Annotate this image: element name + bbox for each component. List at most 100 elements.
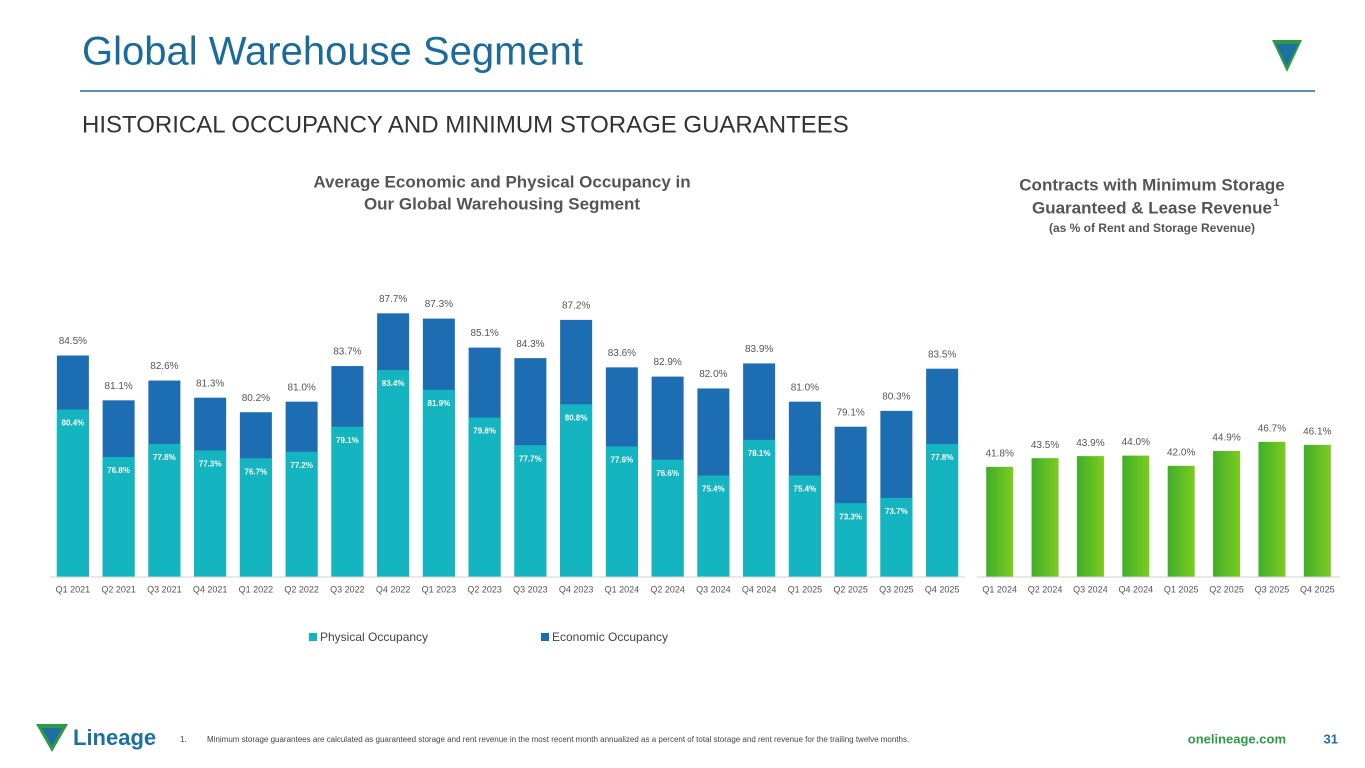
bar [788, 475, 821, 577]
bar [422, 389, 455, 577]
data-label: 83.4% [382, 379, 405, 388]
chart-subtitle: (as % of Rent and Storage Revenue) [1049, 221, 1255, 235]
footer-logo-text: Lineage [73, 725, 156, 750]
data-label: 83.5% [928, 349, 956, 360]
data-label: 79.1% [836, 407, 864, 418]
x-tick-label: Q2 2021 [101, 584, 136, 594]
data-label: 76.7% [245, 467, 268, 476]
bar [331, 426, 364, 577]
data-label: 76.6% [656, 469, 679, 478]
data-label: 82.6% [150, 361, 178, 372]
slide-title: Global Warehouse Segment [82, 30, 583, 74]
data-label: 77.8% [153, 453, 176, 462]
data-label: 81.1% [104, 381, 132, 392]
data-label: 77.7% [519, 454, 542, 463]
data-label: 76.8% [107, 466, 130, 475]
x-tick-label: Q1 2025 [1164, 584, 1199, 594]
data-label: 75.4% [702, 485, 725, 494]
data-label: 82.9% [653, 357, 681, 368]
data-label: 80.2% [242, 393, 270, 404]
x-tick-label: Q3 2024 [696, 584, 731, 594]
data-label: 46.7% [1258, 423, 1286, 434]
bar [880, 497, 913, 577]
footer-url: onelineage.com [1188, 731, 1286, 746]
chart-title: Contracts with Minimum Storage [1019, 175, 1284, 194]
data-label: 83.6% [608, 348, 636, 359]
bar [56, 409, 89, 577]
data-label: 81.0% [791, 382, 819, 393]
bar [239, 458, 272, 577]
legend-label: Economic Occupancy [552, 630, 668, 644]
data-label: 42.0% [1167, 447, 1195, 458]
bar [1122, 455, 1150, 577]
data-label: 46.1% [1303, 427, 1331, 438]
x-tick-label: Q3 2023 [513, 584, 548, 594]
data-label: 87.3% [425, 299, 453, 310]
data-label: 43.9% [1076, 438, 1104, 449]
x-tick-label: Q4 2023 [559, 584, 594, 594]
data-label: 81.0% [287, 382, 315, 393]
bar [605, 446, 638, 577]
bar [194, 450, 227, 577]
bar [285, 451, 318, 577]
bar [1167, 465, 1195, 577]
data-label: 73.3% [839, 512, 862, 521]
x-tick-label: Q2 2024 [650, 584, 685, 594]
chart-title: Average Economic and Physical Occupancy … [313, 172, 690, 191]
x-tick-label: Q2 2023 [467, 584, 502, 594]
x-tick-label: Q4 2024 [1119, 584, 1154, 594]
data-label: 80.3% [882, 392, 910, 403]
footer-logo [36, 724, 68, 752]
x-tick-label: Q2 2024 [1028, 584, 1063, 594]
data-label: 81.3% [196, 378, 224, 389]
x-tick-label: Q4 2025 [925, 584, 960, 594]
x-tick-label: Q2 2025 [1209, 584, 1244, 594]
x-tick-label: Q1 2021 [56, 584, 91, 594]
data-label: 82.0% [699, 369, 727, 380]
data-label: 78.1% [748, 449, 771, 458]
bar [148, 443, 181, 577]
bar [1076, 456, 1104, 577]
data-label: 77.3% [199, 460, 222, 469]
data-label: 79.8% [473, 427, 496, 436]
x-tick-label: Q2 2025 [833, 584, 868, 594]
corner-logo [1272, 40, 1302, 72]
legend-swatch [541, 633, 549, 641]
bar [468, 417, 501, 577]
x-tick-label: Q1 2025 [788, 584, 823, 594]
data-label: 80.8% [565, 413, 588, 422]
bar [1303, 444, 1331, 577]
data-label: 80.4% [62, 419, 85, 428]
bar [1031, 458, 1059, 577]
x-tick-label: Q1 2022 [239, 584, 274, 594]
bar [514, 445, 547, 577]
bar [560, 404, 593, 577]
bar [986, 466, 1014, 577]
slide-subtitle: HISTORICAL OCCUPANCY AND MINIMUM STORAGE… [82, 111, 849, 138]
x-tick-label: Q4 2021 [193, 584, 228, 594]
page-number: 31 [1324, 731, 1338, 746]
x-tick-label: Q1 2024 [982, 584, 1017, 594]
data-label: 84.3% [516, 339, 544, 350]
data-label: 87.7% [379, 294, 407, 305]
x-tick-label: Q3 2025 [1255, 584, 1290, 594]
x-tick-label: Q3 2021 [147, 584, 182, 594]
data-label: 81.9% [428, 399, 451, 408]
data-label: 44.0% [1122, 437, 1150, 448]
footnote: Minimum storage guarantees are calculate… [207, 735, 909, 744]
x-tick-label: Q1 2023 [422, 584, 457, 594]
bar [1258, 441, 1286, 577]
data-label: 77.6% [611, 456, 634, 465]
data-label: 79.1% [336, 436, 359, 445]
data-label: 84.5% [59, 336, 87, 347]
bar [651, 459, 684, 577]
x-tick-label: Q3 2025 [879, 584, 914, 594]
x-tick-label: Q3 2024 [1073, 584, 1108, 594]
bar [697, 475, 730, 577]
chart-title: Our Global Warehousing Segment [364, 194, 640, 213]
x-tick-label: Q1 2024 [605, 584, 640, 594]
data-label: 73.7% [885, 507, 908, 516]
legend-label: Physical Occupancy [320, 630, 428, 644]
bar [926, 443, 959, 577]
data-label: 75.4% [794, 485, 817, 494]
